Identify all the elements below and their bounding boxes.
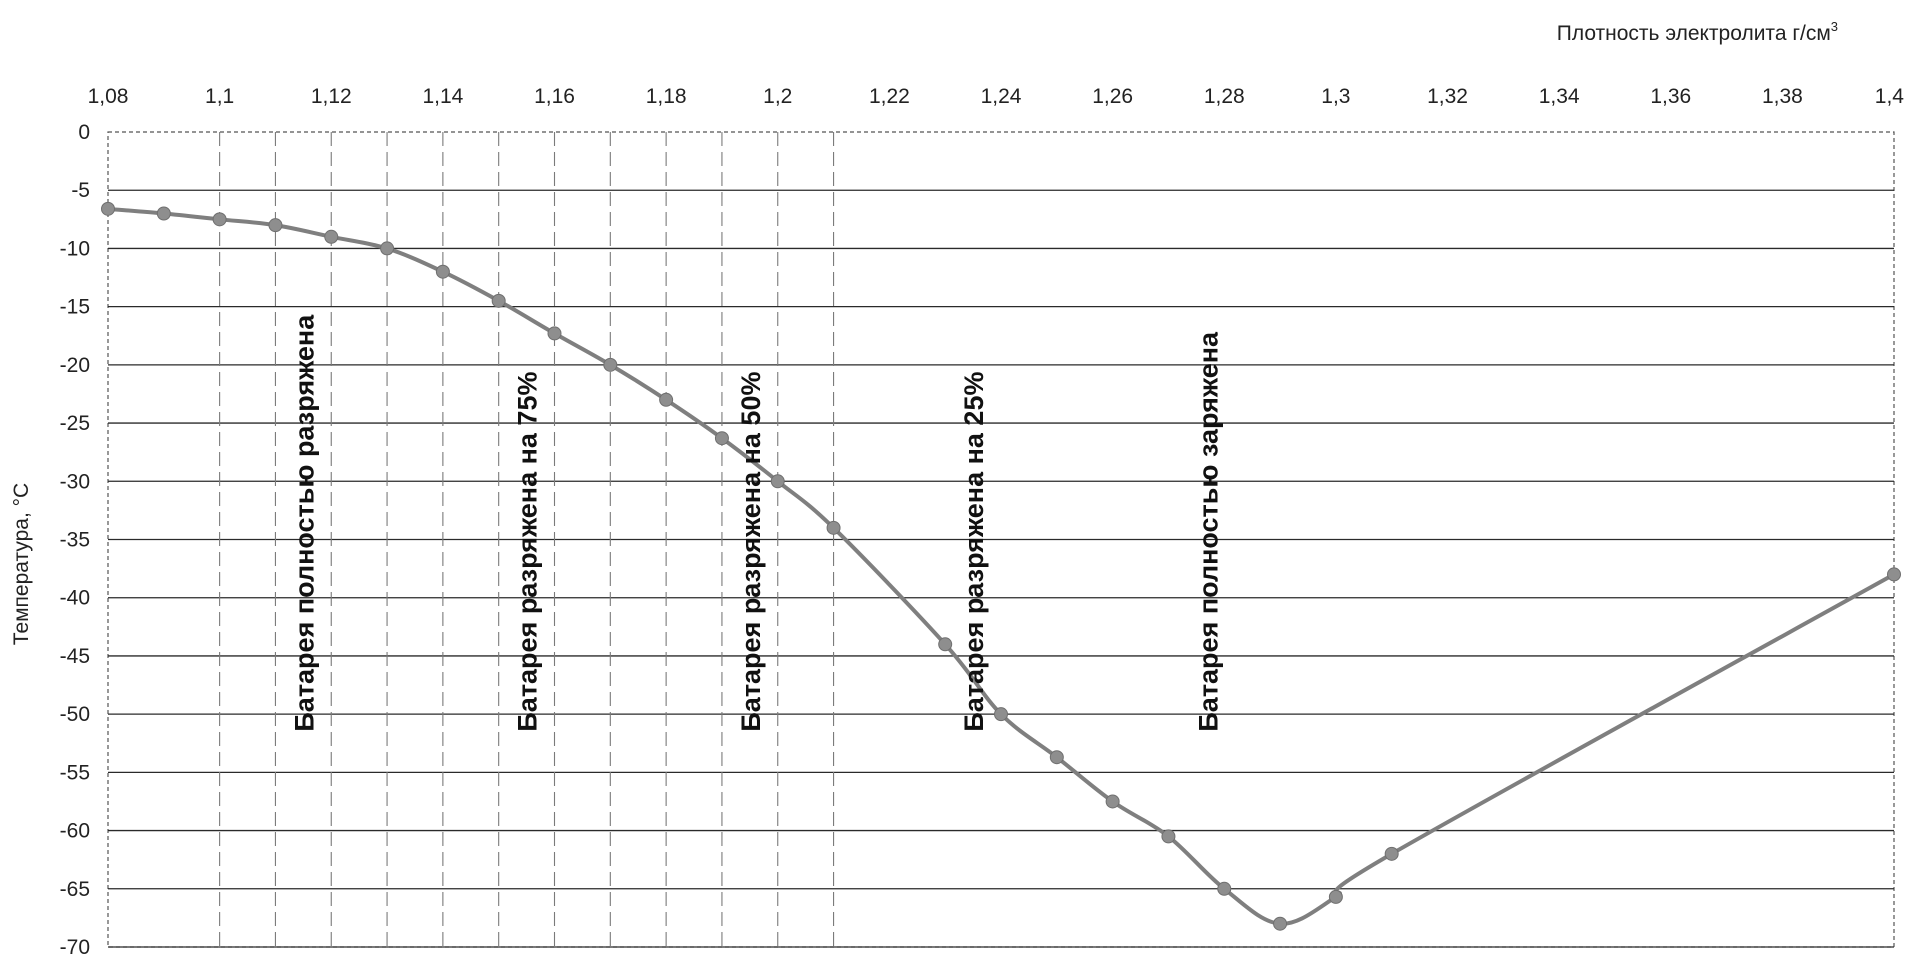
y-tick-label: -5 (71, 179, 90, 202)
x-tick-label: 1,34 (1539, 85, 1580, 108)
y-tick-label: -50 (60, 703, 90, 726)
x-tick-label: 1,28 (1204, 85, 1245, 108)
data-point-marker (156, 206, 171, 221)
data-point-marker (212, 212, 227, 227)
data-point-marker (1887, 567, 1901, 582)
x-tick-label: 1,18 (646, 85, 687, 108)
data-point-marker (1105, 794, 1120, 809)
data-point-marker (826, 520, 841, 535)
y-tick-label: -55 (60, 761, 90, 784)
x-tick-labels: 1,08 1,1 1,12 1,14 1,16 1,18 1,2 1,22 1,24 1,26 1,… (88, 85, 1905, 108)
x-tick-label: 1,08 (88, 85, 129, 108)
y-tick-label: 0 (78, 121, 90, 144)
x-tick-label: 1,38 (1762, 85, 1803, 108)
y-tick-label: -20 (60, 354, 90, 377)
y-axis-title: Температура, °С (10, 483, 33, 645)
grid (107, 131, 1895, 948)
data-point-marker (1217, 881, 1232, 896)
x-tick-label: 1,36 (1650, 85, 1691, 108)
y-tick-label: -35 (60, 529, 90, 552)
data-point-marker (101, 201, 115, 216)
x-axis-title-text: Плотность электролита г/см (1557, 22, 1831, 45)
data-point-marker (324, 229, 339, 244)
annotations: Батарея полностью разряжена Батарея разря… (289, 314, 1223, 732)
data-point-marker (770, 474, 785, 489)
y-tick-label: -70 (60, 936, 90, 955)
x-tick-label: 1,22 (869, 85, 910, 108)
y-tick-label: -25 (60, 412, 90, 435)
x-tick-label: 1,26 (1092, 85, 1133, 108)
y-tick-label: -10 (60, 237, 90, 260)
battery-state-annotation: Батарея полностью заряжена (1194, 331, 1224, 732)
x-axis-title-superscript: 3 (1831, 19, 1838, 34)
data-point-marker (714, 431, 729, 446)
y-tick-label: -30 (60, 470, 90, 493)
x-tick-label: 1,16 (534, 85, 575, 108)
battery-state-annotation: Батарея разряжена на 50% (736, 372, 766, 732)
x-tick-label: 1,24 (981, 85, 1022, 108)
data-point-marker (1384, 846, 1399, 861)
y-tick-label: -65 (60, 878, 90, 901)
y-tick-label: -60 (60, 820, 90, 843)
x-tick-label: 1,4 (1875, 85, 1905, 108)
x-tick-label: 1,2 (763, 85, 792, 108)
data-point-marker (1161, 829, 1176, 844)
data-point-marker (435, 264, 450, 279)
x-tick-label: 1,32 (1427, 85, 1468, 108)
data-point-marker (1049, 750, 1064, 765)
y-tick-labels: 0 -5 -10 -15 -20 -25 -30 -35 -40 -45 -50 -55 -60 -65 -… (60, 121, 90, 955)
data-point-marker (994, 707, 1008, 722)
data-point-marker (659, 392, 674, 407)
x-tick-label: 1,14 (422, 85, 463, 108)
data-point-marker (380, 241, 395, 256)
x-axis-title: Плотность электролита г/см3 (1557, 19, 1838, 45)
series-line (106, 206, 1896, 926)
y-tick-label: -45 (60, 645, 90, 668)
series-curve (106, 206, 1896, 926)
data-point-marker (491, 293, 506, 308)
data-point-marker (938, 637, 953, 652)
data-point-marker (268, 218, 283, 233)
y-tick-label: -15 (60, 296, 90, 319)
x-tick-label: 1,3 (1321, 85, 1350, 108)
data-point-marker (1273, 916, 1288, 931)
battery-state-annotation: Батарея полностью разряжена (289, 314, 319, 732)
data-points (101, 201, 1901, 931)
battery-state-annotation: Батарея разряжена на 25% (959, 372, 989, 732)
battery-state-annotation: Батарея разряжена на 75% (513, 372, 543, 732)
data-point-marker (547, 326, 562, 341)
x-tick-label: 1,12 (311, 85, 352, 108)
x-tick-label: 1,1 (205, 85, 234, 108)
y-tick-label: -40 (60, 587, 90, 610)
data-point-marker (603, 357, 618, 372)
data-point-marker (1328, 889, 1343, 904)
